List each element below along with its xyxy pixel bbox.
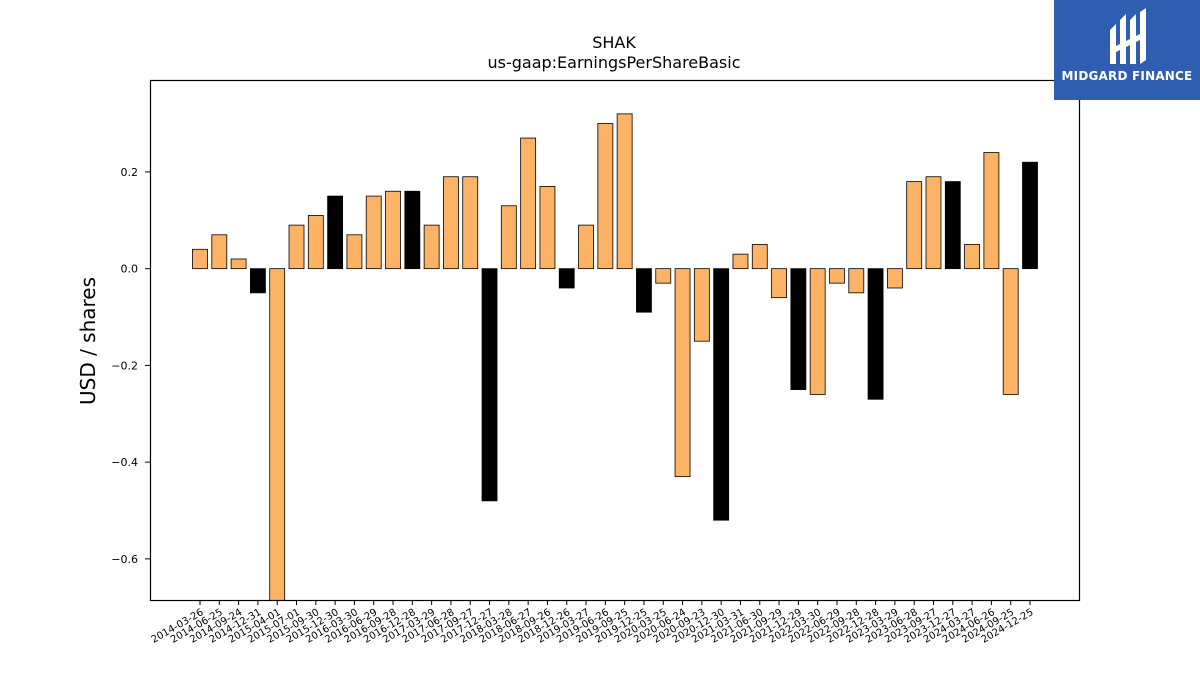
- y-tick-label: −0.2: [111, 359, 138, 372]
- bar-2018-06-27: [520, 137, 537, 270]
- midgard-logo-icon: [1110, 8, 1146, 64]
- bar-2023-03-29: [886, 268, 903, 289]
- bar-2022-12-28: [867, 268, 884, 400]
- chart-title: SHAK: [592, 33, 636, 52]
- bar-2024-03-27: [964, 244, 980, 270]
- bar-2022-09-28: [848, 268, 865, 294]
- bar-2017-12-27: [481, 268, 498, 502]
- bar-2018-09-26: [539, 186, 556, 270]
- bar-2016-06-29: [365, 195, 382, 270]
- bar-2021-03-31: [732, 253, 749, 270]
- bar-2019-06-26: [597, 123, 614, 270]
- bar-2014-03-26: [192, 248, 208, 270]
- bar-2020-09-23: [693, 268, 710, 342]
- bar-2016-03-30: [346, 234, 363, 270]
- plot-frame: [149, 79, 1081, 602]
- y-axis-label: USD / shares: [76, 277, 100, 405]
- bar-2018-12-26: [558, 268, 575, 289]
- bar-2018-03-28: [500, 205, 517, 270]
- bar-2019-09-25: [616, 113, 633, 270]
- bar-2023-09-27: [925, 176, 942, 270]
- bar-2015-12-30: [327, 195, 344, 270]
- bar-2016-12-28: [404, 190, 421, 270]
- bar-2020-06-24: [674, 268, 691, 478]
- bar-2014-06-25: [211, 234, 228, 270]
- bar-2015-09-30: [307, 215, 324, 270]
- bar-2014-12-31: [250, 268, 266, 294]
- y-tick-label: 0.0: [121, 263, 139, 276]
- bar-2017-03-29: [423, 224, 440, 270]
- bar-2016-09-28: [385, 190, 401, 270]
- bar-2014-09-24: [230, 258, 247, 270]
- bar-2023-12-27: [944, 181, 961, 270]
- brand-name: MIDGARD FINANCE: [1061, 69, 1193, 83]
- bar-2022-06-29: [829, 268, 845, 284]
- bar-2021-09-29: [771, 268, 787, 299]
- bar-2022-03-30: [809, 268, 826, 395]
- bar-2024-06-26: [983, 152, 1000, 270]
- y-tick-label: 0.2: [121, 166, 139, 179]
- bar-2019-12-25: [636, 268, 652, 313]
- bar-2015-04-01: [269, 268, 286, 600]
- bar-2024-12-25: [1022, 161, 1038, 270]
- y-tick-label: −0.6: [111, 553, 138, 566]
- bar-2020-03-25: [655, 268, 672, 284]
- bar-2021-12-29: [790, 268, 807, 390]
- brand-logo: MIDGARD FINANCE: [1054, 0, 1200, 100]
- bar-2024-09-25: [1002, 268, 1019, 395]
- bar-2020-12-30: [713, 268, 730, 521]
- bar-2021-06-30: [751, 244, 768, 270]
- bar-2019-03-27: [578, 224, 594, 270]
- bar-2015-07-01: [288, 224, 305, 270]
- bar-2017-06-28: [443, 176, 459, 270]
- chart-subtitle: us-gaap:EarningsPerShareBasic: [487, 53, 740, 72]
- bar-2023-06-28: [906, 181, 923, 270]
- y-tick-label: −0.4: [111, 456, 138, 469]
- bar-2017-09-27: [462, 176, 479, 270]
